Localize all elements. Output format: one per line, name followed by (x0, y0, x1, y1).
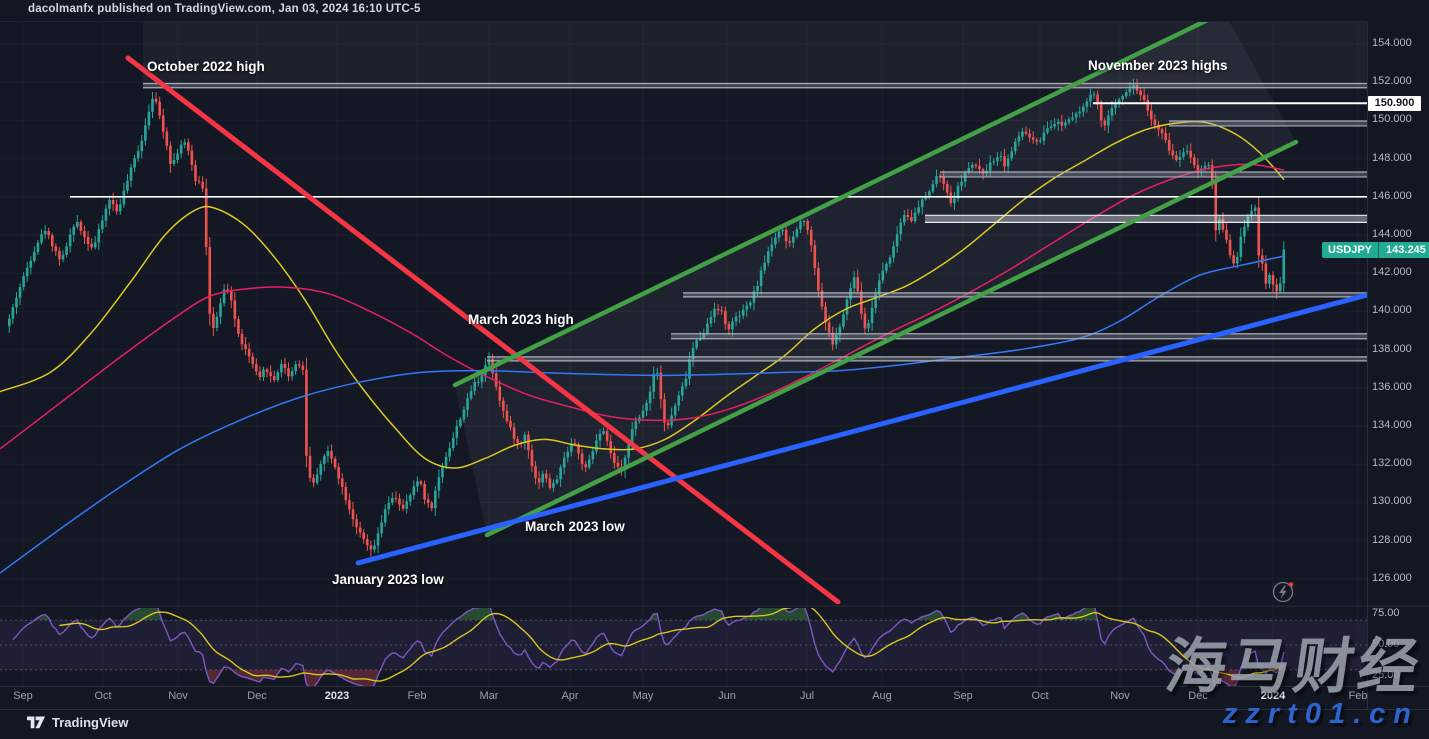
rsi-tick-50.00: 50.00 (1372, 638, 1400, 650)
tradingview-brand-text: TradingView (52, 715, 129, 730)
time-tick-Feb: Feb (1348, 690, 1368, 702)
last-price-label: 143.245 (1379, 242, 1429, 258)
channel-lower-green (484, 139, 1299, 538)
time-tick-2024: 2024 (1260, 690, 1286, 702)
price-tick-144.000: 144.000 (1372, 228, 1412, 240)
price-tick-140.000: 140.000 (1372, 304, 1412, 317)
publish-bar: dacolmanfx published on TradingView.com,… (0, 0, 1429, 21)
rsi-tick-25.00: 25.00 (1372, 669, 1400, 681)
price-tick-138.000: 138.000 (1372, 342, 1412, 355)
zone-147-3 (940, 171, 1367, 177)
symbol-label: USDJPY (1322, 242, 1380, 258)
tradingview-logo-icon (27, 716, 45, 729)
publish-text: dacolmanfx published on TradingView.com,… (28, 3, 421, 15)
time-tick-Apr: Apr (561, 690, 579, 702)
sma-slow-blue (0, 255, 1285, 574)
time-tick-May: May (632, 690, 654, 702)
time-tick-Aug: Aug (872, 690, 892, 702)
price-tick-148.000: 148.000 (1372, 151, 1412, 164)
time-tick-Sep: Sep (953, 690, 973, 702)
time-tick-2023: 2023 (324, 690, 350, 702)
price-tick-142.000: 142.000 (1372, 266, 1412, 279)
price-tick-150.000: 150.000 (1372, 113, 1412, 126)
rsi-ma-line (59, 608, 1285, 682)
lightning-action-icon (1272, 581, 1294, 603)
zone-150 (1169, 120, 1367, 126)
zone-141 (683, 292, 1367, 297)
watermark-domain: zzrt01.cn (1222, 698, 1419, 730)
price-tick-126.000: 126.000 (1372, 571, 1412, 584)
tradingview-brand[interactable]: TradingView (27, 715, 128, 730)
price-tick-146.000: 146.000 (1372, 189, 1412, 202)
rsi-line (12, 608, 1285, 686)
zone-145 (925, 215, 1367, 223)
rsi-tick-75.00: 75.00 (1372, 607, 1400, 619)
time-tick-Sep: Sep (13, 690, 33, 702)
time-tick-Nov: Nov (168, 690, 188, 702)
price-tick-132.000: 132.000 (1372, 457, 1412, 470)
symbol-price-tag: USDJPY 143.245 (1322, 242, 1429, 258)
channel-upper-green (452, 22, 1209, 388)
annotation-november-2023-highs: November 2023 highs (1088, 58, 1228, 73)
price-marker-150-900: 150.900 (1368, 96, 1421, 111)
october-2022-downtrend-red (125, 55, 841, 604)
zone-137-5-march-high (487, 356, 1367, 361)
annotation-january-2023-low: January 2023 low (332, 572, 444, 587)
price-tick-152.000: 152.000 (1372, 75, 1412, 88)
time-tick-Dec: Dec (247, 690, 267, 702)
time-tick-Nov: Nov (1110, 690, 1130, 702)
annotation-march-2023-high: March 2023 high (468, 312, 574, 327)
price-tick-154.000: 154.000 (1372, 37, 1412, 49)
zone-138-6 (671, 333, 1367, 339)
price-tick-128.000: 128.000 (1372, 533, 1412, 546)
long-term-support-blue (355, 292, 1367, 566)
time-tick-Oct: Oct (1031, 690, 1049, 702)
time-tick-Jun: Jun (718, 690, 736, 702)
time-tick-Feb: Feb (407, 690, 427, 702)
attribution-bar: TradingView (0, 710, 1429, 739)
price-tick-134.000: 134.000 (1372, 419, 1412, 431)
time-tick-Mar: Mar (479, 690, 499, 702)
annotation-october-2022-high: October 2022 high (147, 59, 265, 74)
time-tick-Dec: Dec (1188, 690, 1208, 702)
annotation-march-2023-low: March 2023 low (525, 519, 625, 534)
zone-152-october-high (143, 83, 1367, 88)
watermark-cjk: 海马财经 (1161, 632, 1428, 702)
price-tick-136.000: 136.000 (1372, 380, 1412, 393)
price-tick-130.000: 130.000 (1372, 495, 1412, 508)
time-tick-Jul: Jul (799, 690, 815, 702)
time-tick-Oct: Oct (94, 690, 112, 702)
sma-fast-yellow (0, 120, 1285, 469)
